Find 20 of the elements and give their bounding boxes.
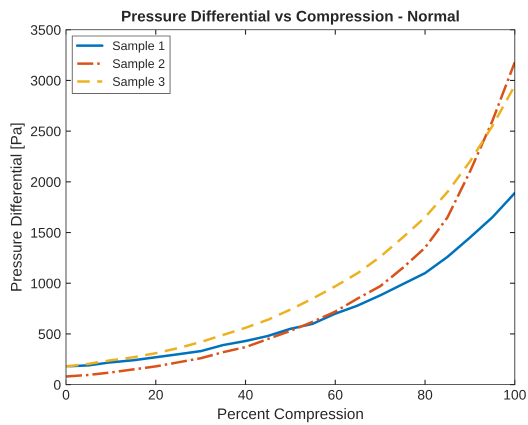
y-tick-label: 2500 [30, 126, 61, 136]
y-tick-label: 0 [54, 380, 61, 390]
y-tick-label: 500 [38, 329, 61, 340]
y-tick-label: 3500 [30, 25, 61, 35]
x-tick-label: 20 [148, 390, 163, 400]
legend-label: Sample 3 [112, 76, 165, 88]
y-tick-label: 2000 [30, 177, 61, 188]
y-tick-label: 1500 [31, 228, 61, 238]
x-tick-label: 100 [504, 390, 526, 400]
x-tick-label: 60 [328, 390, 342, 400]
legend-label: Sample 1 [112, 41, 164, 53]
x-tick-label: 80 [418, 390, 432, 400]
x-axis-title: Percent Compression [218, 408, 363, 422]
x-tick-label: 40 [238, 390, 253, 400]
y-axis-title: Pressure Differential [Pa] [10, 123, 25, 291]
y-tick-label: 3000 [30, 76, 61, 86]
x-tick-label: 0 [62, 390, 70, 400]
y-tick-label: 1000 [31, 278, 61, 288]
legend-label: Sample 2 [112, 58, 164, 71]
chart-title: Pressure Differential vs Compression - Normal [122, 10, 459, 25]
